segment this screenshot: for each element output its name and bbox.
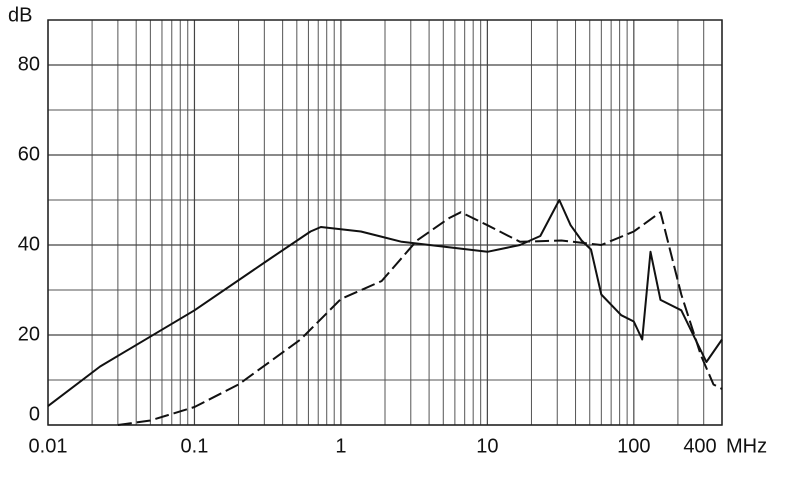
x-tick-label: 100 [617, 435, 650, 457]
x-tick-label: 1 [335, 435, 346, 457]
x-tick-label: 400 [683, 435, 716, 457]
y-tick-label: 60 [18, 143, 40, 165]
x-tick-label: 0.1 [181, 435, 209, 457]
y-tick-label: 40 [18, 233, 40, 255]
line [47, 199, 723, 407]
y-tick-label: 0 [29, 403, 40, 425]
y-axis-label: dB [8, 4, 32, 26]
y-tick-label: 80 [18, 53, 40, 75]
x-axis-label: MHz [726, 435, 767, 457]
line [117, 211, 723, 426]
x-tick-label: 10 [476, 435, 498, 457]
x-tick-label: 0.01 [29, 435, 68, 457]
plot-frame [47, 19, 723, 426]
y-tick-label: 20 [18, 323, 40, 345]
